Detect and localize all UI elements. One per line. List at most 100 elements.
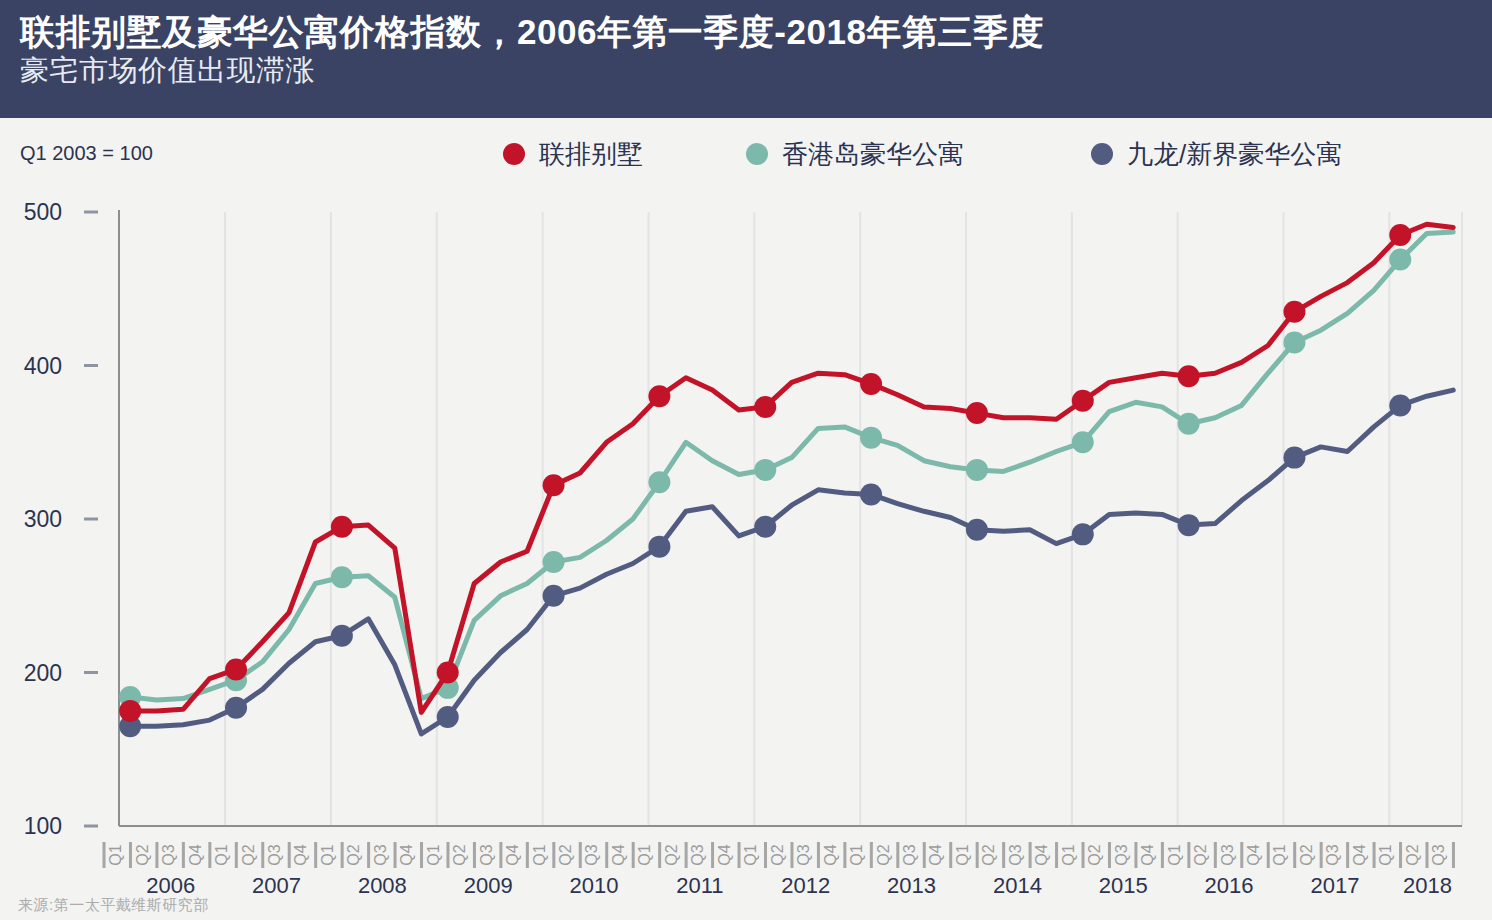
x-quarter-label: Q2 bbox=[1404, 844, 1421, 865]
x-quarter-tick bbox=[896, 842, 899, 868]
x-quarter-label: Q4 bbox=[822, 844, 839, 865]
data-point-香港岛豪华公寓 bbox=[754, 459, 776, 481]
x-quarter-tick bbox=[261, 842, 264, 868]
x-quarter-tick bbox=[711, 842, 714, 868]
x-quarter-label: Q2 bbox=[980, 844, 997, 865]
x-quarter-label: Q4 bbox=[504, 844, 521, 865]
x-year-label: 2010 bbox=[570, 873, 619, 898]
x-quarter-tick bbox=[208, 842, 211, 868]
x-quarter-tick bbox=[1029, 842, 1032, 868]
price-index-line-chart: 100200300400500Q1Q2Q3Q4Q1Q2Q3Q4Q1Q2Q3Q4Q… bbox=[0, 0, 1492, 920]
source-note: 来源:第一太平戴维斯研究部 bbox=[18, 896, 209, 915]
x-quarter-tick bbox=[103, 842, 106, 868]
x-quarter-label: Q2 bbox=[345, 844, 362, 865]
x-quarter-tick bbox=[155, 842, 158, 868]
x-year-label: 2006 bbox=[146, 873, 195, 898]
x-quarter-tick bbox=[1214, 842, 1217, 868]
x-quarter-label: Q1 bbox=[1271, 844, 1288, 865]
y-tick-dash bbox=[84, 518, 98, 521]
x-quarter-label: Q3 bbox=[583, 844, 600, 865]
x-quarter-label: Q3 bbox=[901, 844, 918, 865]
x-quarter-label: Q3 bbox=[160, 844, 177, 865]
data-point-联排别墅 bbox=[1178, 365, 1200, 387]
x-quarter-label: Q4 bbox=[187, 844, 204, 865]
x-year-label: 2015 bbox=[1099, 873, 1148, 898]
x-quarter-label: Q4 bbox=[1033, 844, 1050, 865]
y-axis-label: 200 bbox=[24, 660, 62, 686]
x-quarter-label: Q2 bbox=[769, 844, 786, 865]
data-point-联排别墅 bbox=[331, 516, 353, 538]
x-quarter-label: Q3 bbox=[1324, 844, 1341, 865]
x-quarter-tick bbox=[1187, 842, 1190, 868]
x-quarter-label: Q4 bbox=[398, 844, 415, 865]
y-tick-dash bbox=[84, 825, 98, 828]
x-quarter-label: Q1 bbox=[319, 844, 336, 865]
x-quarter-tick bbox=[446, 842, 449, 868]
x-quarter-label: Q1 bbox=[636, 844, 653, 865]
x-quarter-label: Q3 bbox=[372, 844, 389, 865]
x-quarter-tick bbox=[1399, 842, 1402, 868]
y-axis-label: 100 bbox=[24, 813, 62, 839]
x-quarter-tick bbox=[314, 842, 317, 868]
x-quarter-tick bbox=[1108, 842, 1111, 868]
x-quarter-label: Q3 bbox=[1219, 844, 1236, 865]
x-quarter-tick bbox=[1346, 842, 1349, 868]
x-quarter-tick bbox=[923, 842, 926, 868]
data-point-香港岛豪华公寓 bbox=[966, 459, 988, 481]
data-point-香港岛豪华公寓 bbox=[1389, 249, 1411, 271]
y-tick-dash bbox=[84, 671, 98, 674]
x-quarter-label: Q3 bbox=[689, 844, 706, 865]
data-point-九龙/新界豪华公寓 bbox=[437, 706, 459, 728]
x-quarter-tick bbox=[579, 842, 582, 868]
data-point-香港岛豪华公寓 bbox=[1072, 431, 1094, 453]
x-quarter-tick bbox=[182, 842, 185, 868]
x-year-label: 2018 bbox=[1403, 873, 1452, 898]
x-quarter-label: Q3 bbox=[1007, 844, 1024, 865]
y-tick-dash bbox=[84, 211, 98, 214]
x-year-label: 2013 bbox=[887, 873, 936, 898]
x-quarter-label: Q1 bbox=[531, 844, 548, 865]
x-year-label: 2011 bbox=[676, 873, 723, 898]
data-point-香港岛豪华公寓 bbox=[331, 566, 353, 588]
x-quarter-label: Q4 bbox=[1245, 844, 1262, 865]
x-quarter-label: Q1 bbox=[213, 844, 230, 865]
x-quarter-tick bbox=[976, 842, 979, 868]
x-quarter-tick bbox=[526, 842, 529, 868]
x-quarter-tick bbox=[1426, 842, 1429, 868]
x-quarter-label: Q4 bbox=[716, 844, 733, 865]
x-quarter-tick bbox=[420, 842, 423, 868]
data-point-九龙/新界豪华公寓 bbox=[966, 519, 988, 541]
x-quarter-tick bbox=[499, 842, 502, 868]
x-quarter-tick bbox=[949, 842, 952, 868]
series-line-香港岛豪华公寓 bbox=[130, 232, 1453, 700]
x-quarter-tick bbox=[843, 842, 846, 868]
x-year-label: 2008 bbox=[358, 873, 407, 898]
data-point-九龙/新界豪华公寓 bbox=[225, 697, 247, 719]
data-point-联排别墅 bbox=[966, 402, 988, 424]
x-quarter-tick bbox=[817, 842, 820, 868]
data-point-联排别墅 bbox=[1283, 301, 1305, 323]
data-point-九龙/新界豪华公寓 bbox=[331, 625, 353, 647]
x-quarter-tick bbox=[632, 842, 635, 868]
x-quarter-tick bbox=[658, 842, 661, 868]
x-quarter-tick bbox=[790, 842, 793, 868]
data-point-联排别墅 bbox=[1072, 390, 1094, 412]
x-year-label: 2012 bbox=[781, 873, 830, 898]
x-quarter-label: Q2 bbox=[1298, 844, 1315, 865]
x-quarter-tick bbox=[1134, 842, 1137, 868]
x-quarter-label: Q2 bbox=[240, 844, 257, 865]
x-quarter-tick bbox=[1082, 842, 1085, 868]
data-point-香港岛豪华公寓 bbox=[860, 427, 882, 449]
x-quarter-label: Q2 bbox=[134, 844, 151, 865]
data-point-九龙/新界豪华公寓 bbox=[543, 585, 565, 607]
x-quarter-label: Q1 bbox=[107, 844, 124, 865]
x-quarter-tick bbox=[1373, 842, 1376, 868]
data-point-九龙/新界豪华公寓 bbox=[754, 516, 776, 538]
x-year-label: 2009 bbox=[464, 873, 513, 898]
y-tick-dash bbox=[84, 364, 98, 367]
x-quarter-label: Q4 bbox=[927, 844, 944, 865]
data-point-联排别墅 bbox=[648, 385, 670, 407]
data-point-九龙/新界豪华公寓 bbox=[1283, 447, 1305, 469]
x-quarter-label: Q1 bbox=[425, 844, 442, 865]
x-quarter-tick bbox=[1161, 842, 1164, 868]
